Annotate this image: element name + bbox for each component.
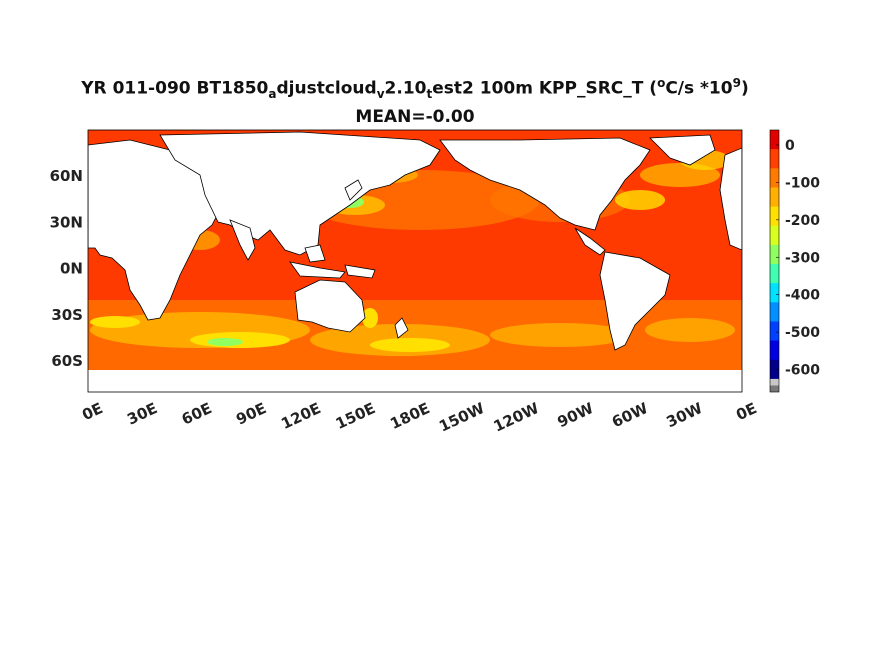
- lon-tick-label: 0E: [733, 399, 759, 424]
- land-north-america: [439, 137, 651, 231]
- lat-tick-label: 60N: [50, 167, 83, 185]
- colorbar-underflow-segment: [770, 378, 779, 386]
- plot-title: YR 011-090 BT1850adjustcloudv2.10test2 1…: [81, 76, 749, 102]
- lon-tick-label: 0E: [79, 399, 105, 424]
- lat-tick-label: 0N: [60, 260, 83, 278]
- land-indonesia: [289, 261, 346, 279]
- lon-tick-label: 150W: [436, 399, 487, 436]
- colorbar-segment: [770, 130, 779, 150]
- lat-tick-label: 30S: [51, 306, 83, 324]
- land-europe-east: [719, 147, 742, 251]
- latitude-ticks: 60N 30N 0N 30S 60S: [50, 167, 83, 370]
- lon-tick-label: 60W: [609, 399, 651, 431]
- land-greenland: [649, 134, 716, 166]
- colorbar-segment: [770, 359, 779, 380]
- colorbar-segment: [770, 168, 779, 188]
- colorbar-segment: [770, 264, 779, 284]
- lon-tick-label: 30W: [664, 399, 706, 431]
- colorbar-segment: [770, 302, 779, 322]
- colorbar-segment: [770, 244, 779, 265]
- colorbar-segment: [770, 149, 779, 169]
- colorbar-segment: [770, 187, 779, 208]
- lat-tick-label: 60S: [51, 352, 83, 370]
- plot-subtitle-mean: MEAN=-0.00: [355, 107, 475, 127]
- lon-tick-label: 120E: [278, 399, 323, 433]
- lon-tick-label: 150E: [333, 399, 378, 433]
- colorbar: [769, 129, 780, 393]
- lon-tick-label: 180E: [387, 399, 432, 433]
- land-india: [229, 219, 256, 261]
- colorbar-tick-label: -400: [785, 288, 820, 304]
- colorbar-segment: [770, 283, 779, 303]
- colorbar-tick-label: -500: [785, 325, 820, 341]
- colorbar-tick-label: -200: [785, 213, 820, 229]
- lat-tick-label: 30N: [50, 213, 83, 231]
- colorbar-segment: [770, 206, 779, 227]
- colorbar-segment: [770, 225, 779, 246]
- land-japan: [344, 179, 363, 201]
- lon-tick-label: 30E: [124, 399, 160, 428]
- lon-tick-label: 90E: [233, 399, 269, 428]
- colorbar-ticks: 0 -100 -200 -300 -400 -500 -600: [776, 138, 820, 379]
- lon-tick-label: 60E: [179, 399, 215, 428]
- colorbar-tick-label: -600: [785, 363, 820, 379]
- land-new-guinea: [344, 264, 376, 279]
- colorbar-tick-label: -300: [785, 250, 820, 266]
- colorbar-segment: [770, 340, 779, 361]
- colorbar-segment: [770, 321, 779, 342]
- land-antarctica: [88, 370, 742, 392]
- colorbar-tick-label: -100: [785, 175, 820, 191]
- land-masses: [88, 131, 742, 392]
- land-new-zealand: [394, 317, 409, 339]
- map-plot-area: [88, 130, 742, 392]
- lon-tick-label: 90W: [555, 399, 597, 431]
- land-borneo: [304, 244, 326, 263]
- colorbar-tick-label: 0: [785, 138, 795, 154]
- land-south-america: [599, 251, 671, 351]
- longitude-ticks: 0E 30E 60E 90E 120E 150E 180E 150W 120W 90W 60W 30W…: [79, 399, 759, 436]
- land-central-america: [574, 227, 606, 256]
- map-frame: [87, 129, 743, 393]
- colorbar-underflow-segment: [770, 385, 779, 392]
- land-australia: [294, 279, 366, 333]
- lon-tick-label: 120W: [491, 399, 542, 436]
- colorbar-frame: [769, 129, 780, 393]
